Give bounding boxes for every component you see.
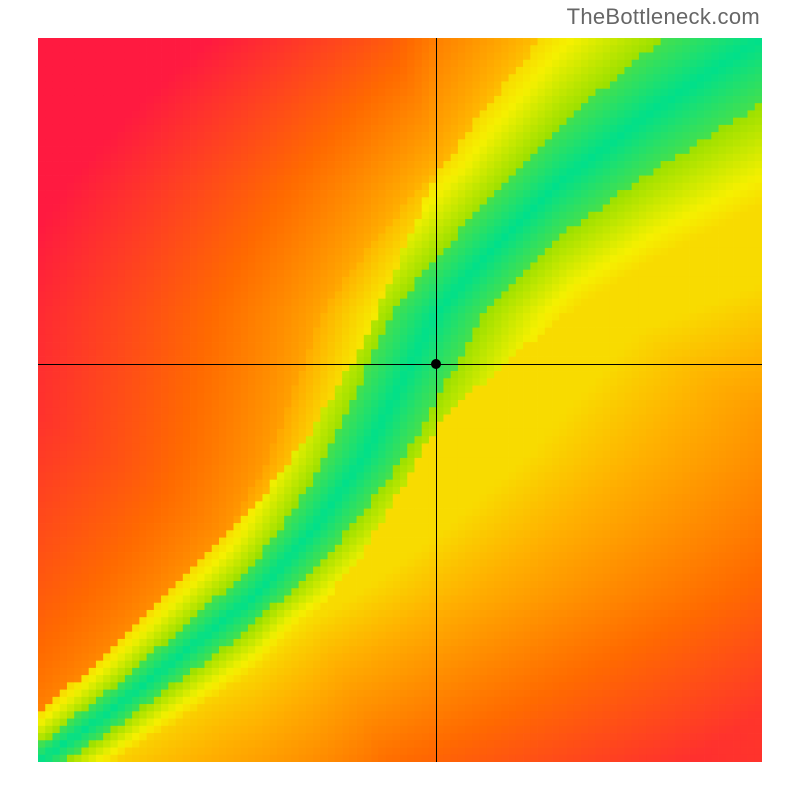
crosshair-dot: [431, 359, 441, 369]
watermark-text: TheBottleneck.com: [567, 4, 760, 30]
heatmap-plot: [38, 38, 762, 762]
crosshair-horizontal: [38, 364, 762, 365]
heatmap-svg: [38, 38, 762, 762]
crosshair-vertical: [436, 38, 437, 762]
